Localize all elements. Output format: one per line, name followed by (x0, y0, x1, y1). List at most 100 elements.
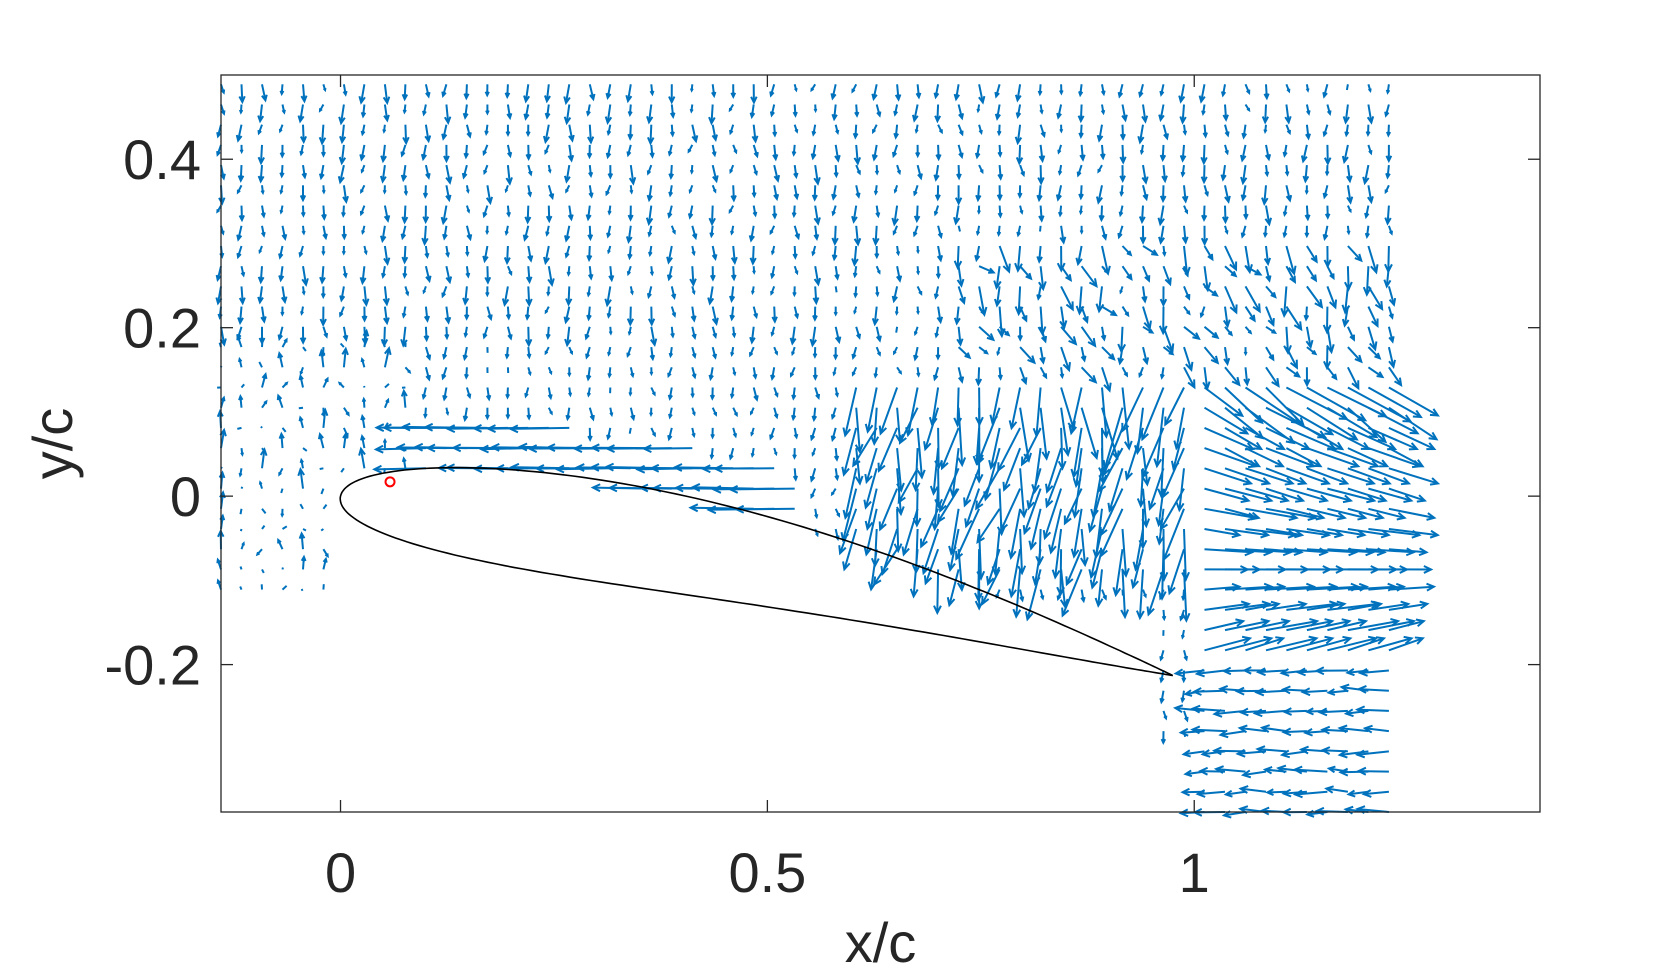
velocity-vector (1322, 225, 1329, 242)
velocity-vector (297, 467, 306, 489)
velocity-vector (838, 508, 858, 556)
velocity-vector (563, 84, 571, 106)
velocity-vector (322, 326, 329, 339)
velocity-vector (505, 387, 511, 400)
velocity-vector (1190, 725, 1226, 735)
velocity-vector (1241, 124, 1248, 140)
velocity-vector (1164, 387, 1185, 427)
velocity-vector (773, 346, 779, 356)
velocity-vector (983, 447, 1001, 502)
velocity-vector (1119, 165, 1126, 183)
velocity-vector (730, 225, 735, 236)
velocity-vector (1180, 164, 1186, 178)
velocity-vector (689, 84, 694, 93)
velocity-vector (997, 165, 1004, 181)
velocity-vector (1368, 635, 1414, 652)
velocity-vector (1080, 265, 1098, 289)
velocity-vector (1220, 84, 1227, 98)
velocity-vector (1240, 769, 1267, 779)
velocity-vector (424, 124, 432, 144)
velocity-vector (752, 367, 758, 380)
velocity-vector (750, 447, 755, 459)
velocity-vector (1019, 366, 1028, 386)
velocity-vector (567, 144, 575, 163)
velocity-vector (1265, 325, 1278, 335)
velocity-vector (1061, 569, 1083, 618)
velocity-vector (444, 326, 450, 341)
velocity-vector (687, 205, 694, 220)
velocity-vector (1100, 326, 1107, 342)
velocity-vector (1204, 618, 1246, 632)
velocity-vector (1142, 346, 1150, 366)
velocity-vector (731, 326, 737, 339)
velocity-vector (504, 225, 509, 237)
velocity-vector (1147, 467, 1165, 511)
velocity-vector (1031, 447, 1042, 495)
velocity-vector (1220, 164, 1227, 182)
velocity-vector (1281, 788, 1307, 798)
velocity-vector (873, 185, 879, 196)
velocity-vector (586, 306, 592, 322)
velocity-vector (911, 448, 921, 493)
velocity-vector (1019, 468, 1028, 519)
velocity-vector (1347, 487, 1388, 503)
velocity-vector (1098, 447, 1124, 493)
velocity-vector (1245, 600, 1281, 611)
velocity-vector (1284, 104, 1292, 125)
velocity-vector (1388, 426, 1437, 451)
velocity-vector (564, 326, 572, 348)
velocity-vector (442, 225, 448, 241)
velocity-vector (1203, 326, 1220, 340)
velocity-vector (445, 164, 453, 185)
velocity-vector (729, 286, 736, 303)
velocity-vector (870, 528, 880, 568)
velocity-vector (1019, 346, 1036, 365)
velocity-vector (359, 266, 367, 286)
velocity-vector (732, 427, 738, 439)
velocity-vector (896, 164, 902, 176)
velocity-vector (240, 265, 246, 278)
velocity-vector (791, 407, 797, 422)
velocity-vector (1159, 670, 1165, 684)
velocity-vector (1059, 306, 1068, 330)
velocity-vector (1100, 104, 1106, 116)
velocity-vector (302, 528, 307, 532)
velocity-vector (1039, 346, 1046, 365)
velocity-vector (1203, 185, 1209, 198)
velocity-vector (1388, 547, 1429, 557)
velocity-vector (484, 124, 489, 136)
velocity-vector (281, 104, 286, 115)
velocity-vector (281, 585, 288, 591)
velocity-vector (401, 456, 407, 469)
velocity-vector (975, 185, 982, 203)
velocity-vector (383, 245, 391, 266)
velocity-vector (1279, 749, 1308, 759)
velocity-vector (864, 488, 878, 531)
velocity-vector (1183, 710, 1189, 723)
velocity-vector (752, 144, 759, 159)
velocity-vector (1347, 467, 1392, 486)
velocity-vector (810, 488, 817, 500)
velocity-vector (1159, 185, 1167, 204)
velocity-vector (1038, 144, 1046, 164)
velocity-vector (1059, 84, 1064, 96)
velocity-vector (892, 225, 899, 236)
velocity-vector (524, 306, 531, 321)
velocity-vector (1367, 84, 1372, 93)
velocity-vector (526, 407, 532, 421)
velocity-vector (855, 164, 861, 176)
velocity-vector (1385, 164, 1391, 180)
velocity-vector (855, 185, 861, 199)
velocity-vector (813, 205, 821, 226)
velocity-vector (1203, 386, 1245, 418)
velocity-vector (1245, 427, 1286, 451)
velocity-vector (300, 84, 308, 104)
velocity-vector (1252, 708, 1287, 718)
velocity-vector (1022, 488, 1042, 536)
velocity-vector (752, 164, 758, 177)
velocity-vector (1237, 724, 1267, 734)
velocity-vector (813, 104, 818, 114)
velocity-vector (1367, 185, 1374, 205)
velocity-vector (258, 480, 263, 489)
velocity-vector (916, 427, 926, 480)
